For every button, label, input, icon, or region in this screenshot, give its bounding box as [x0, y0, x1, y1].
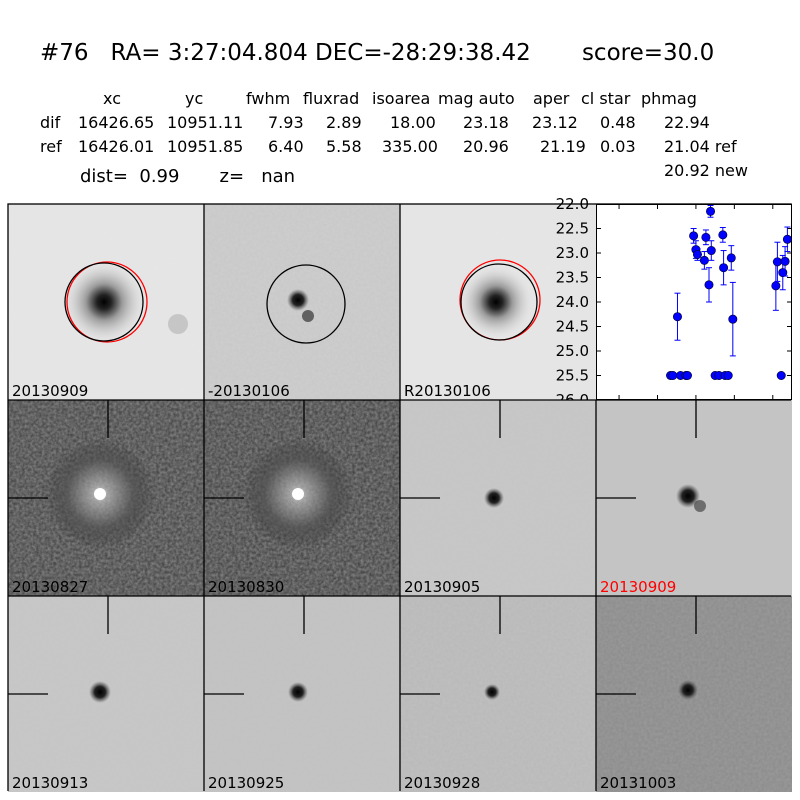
stamp-label-new: 20130909	[12, 382, 89, 400]
stamp-image	[596, 596, 792, 792]
data-point	[723, 371, 733, 381]
column-header-yc: yc	[185, 89, 204, 108]
epoch-stamp-2: 20130830	[204, 400, 400, 596]
epoch-stamp-7: 20130928	[400, 596, 596, 792]
data-point	[726, 253, 736, 263]
page-title: #76 RA= 3:27:04.804 DEC=-28:29:38.42 sco…	[40, 40, 715, 66]
data-point	[672, 312, 682, 322]
data-point	[782, 234, 792, 244]
data-point	[728, 314, 738, 324]
stamp-image	[8, 596, 204, 792]
dif-xc: 16426.65	[78, 113, 155, 132]
epoch-stamp-4: 20130909	[596, 400, 792, 596]
epoch-label: 20130830	[208, 578, 285, 596]
dif-mag-auto: 23.18	[463, 113, 509, 132]
stamp-image	[204, 596, 400, 792]
data-point	[706, 206, 716, 216]
data-point	[689, 231, 699, 241]
dif-isoarea: 18.00	[390, 113, 436, 132]
data-point	[704, 280, 714, 290]
column-header-fluxrad: fluxrad	[303, 89, 360, 108]
y-tick-label: 23.0	[556, 244, 589, 262]
data-point	[699, 255, 709, 265]
epoch-stamp-6: 20130925	[204, 596, 400, 792]
column-header-phmag: phmag	[641, 89, 697, 108]
dist-readout: dist= 0.99 z= nan	[80, 166, 296, 187]
epoch-stamp-3: 20130905	[400, 400, 596, 596]
data-point	[692, 249, 702, 259]
data-point	[706, 246, 716, 256]
data-point	[772, 257, 782, 267]
dif-cl-star: 0.48	[600, 113, 636, 132]
stamp-image	[596, 400, 792, 596]
ref-yc: 10951.85	[167, 137, 244, 156]
light-curve-chart: 22.022.523.023.524.024.525.025.526.0−100…	[556, 195, 792, 422]
y-tick-label: 22.0	[556, 195, 589, 213]
column-header-isoarea: isoarea	[372, 89, 431, 108]
y-tick-label: 24.5	[556, 318, 589, 336]
data-point	[780, 256, 790, 266]
stamp-label-diff: -20130106	[208, 382, 290, 400]
epoch-label: 20130928	[404, 774, 481, 792]
ref-aper: 21.19	[540, 137, 586, 156]
dif-aper: 23.12	[532, 113, 578, 132]
data-point	[719, 263, 729, 273]
dif-fluxrad: 2.89	[326, 113, 362, 132]
stamp-image	[8, 400, 204, 596]
epoch-label: 20130905	[404, 578, 481, 596]
stamp-label-ref: R20130106	[404, 382, 491, 400]
ref-fluxrad: 5.58	[326, 137, 362, 156]
ref-mag-auto: 20.96	[463, 137, 509, 156]
epoch-label: 20130827	[12, 578, 89, 596]
column-header-mag-auto: mag auto	[438, 89, 515, 108]
stamp-image	[204, 204, 400, 400]
ref-xc: 16426.01	[78, 137, 155, 156]
y-tick-label: 25.0	[556, 342, 589, 360]
ref-phmag: 21.04 ref	[664, 137, 737, 156]
ref-fwhm: 6.40	[268, 137, 304, 156]
phmag-new: 20.92 new	[664, 161, 748, 180]
column-header-xc: xc	[103, 89, 121, 108]
epoch-label-highlight: 20130909	[600, 578, 677, 596]
row-label-ref: ref	[40, 137, 62, 156]
epoch-label: 20130913	[12, 774, 89, 792]
ref-isoarea: 335.00	[382, 137, 438, 156]
row-label-dif: dif	[40, 113, 61, 132]
ref-cl-star: 0.03	[600, 137, 636, 156]
column-header-fwhm: fwhm	[246, 89, 291, 108]
data-point	[718, 230, 728, 240]
epoch-stamp-8: 20131003	[596, 596, 792, 792]
dif-fwhm: 7.93	[268, 113, 304, 132]
stamp-image	[400, 596, 596, 792]
column-header-cl-star: cl star	[581, 89, 631, 108]
y-tick-label: 24.0	[556, 293, 589, 311]
stamp-image	[204, 400, 400, 596]
y-tick-label: 23.5	[556, 269, 589, 287]
epoch-label: 20131003	[600, 774, 677, 792]
stamp-image	[8, 204, 204, 400]
stamp-new: 20130909	[8, 204, 204, 400]
epoch-label: 20130925	[208, 774, 285, 792]
column-header-aper: aper	[533, 89, 570, 108]
data-point	[682, 371, 692, 381]
epoch-stamp-5: 20130913	[8, 596, 204, 792]
epoch-stamp-1: 20130827	[8, 400, 204, 596]
stamp-image	[400, 400, 596, 596]
stamp-diff: -20130106	[204, 204, 400, 400]
dif-phmag: 22.94	[664, 113, 710, 132]
data-point	[776, 371, 786, 381]
data-point	[668, 371, 678, 381]
data-point	[771, 281, 781, 291]
dif-yc: 10951.11	[167, 113, 244, 132]
y-tick-label: 25.5	[556, 367, 589, 385]
y-tick-label: 22.5	[556, 220, 589, 238]
